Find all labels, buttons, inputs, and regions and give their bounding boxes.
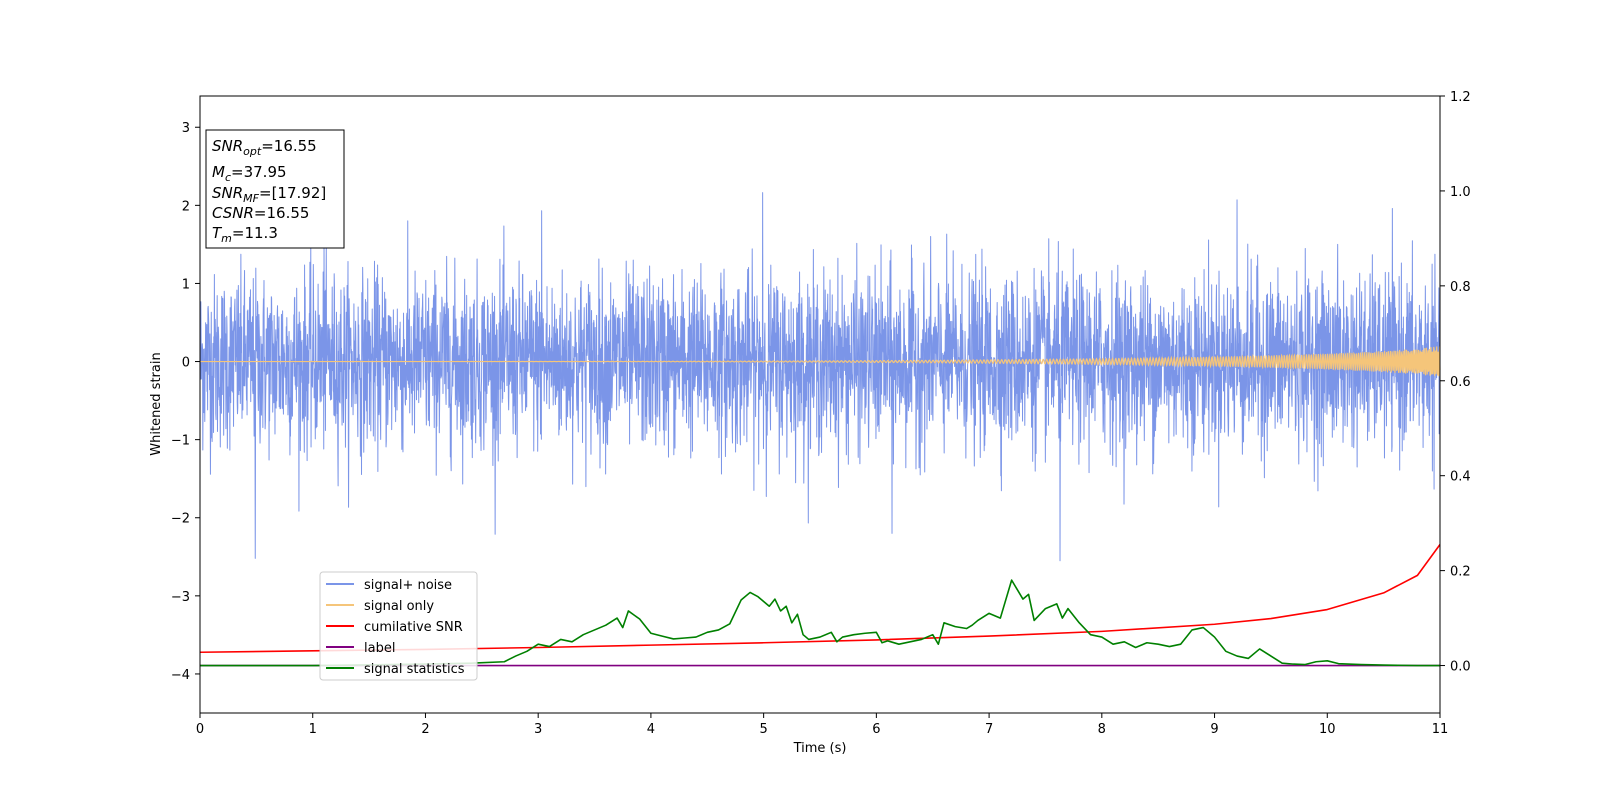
info-csnr: CSNR=16.55 <box>212 204 309 222</box>
y2-tick-label: 0.4 <box>1450 470 1471 485</box>
x-tick-label: 0 <box>196 722 204 737</box>
y2-tick-label: 0.6 <box>1450 375 1471 390</box>
legend-label-signal-statistics: signal statistics <box>364 662 465 677</box>
y2-tick-label: 0.0 <box>1450 660 1471 675</box>
x-axis-title: Time (s) <box>793 741 847 756</box>
x-axis: 0 1 2 3 4 5 6 7 8 9 10 11 <box>196 713 1448 737</box>
x-tick-label: 9 <box>1210 722 1218 737</box>
info-box-frame <box>205 129 345 249</box>
legend-label-signal-noise: signal+ noise <box>364 578 452 593</box>
y-tick-label: 1 <box>182 277 190 292</box>
y-axis-left: 3 2 1 0 −1 −2 −3 −4 <box>171 121 200 683</box>
y-tick-label: −2 <box>171 512 190 527</box>
y-tick-label: 0 <box>182 356 190 371</box>
y-tick-label: 3 <box>182 121 190 136</box>
y-axis-title: Whitened strain <box>149 352 164 455</box>
y2-tick-label: 0.8 <box>1450 280 1471 295</box>
y2-tick-label: 1.0 <box>1450 185 1471 200</box>
y-axis-right: 1.2 1.0 0.8 0.6 0.4 0.2 0.0 <box>1440 90 1471 675</box>
info-tm: Tm=11.3 <box>212 224 278 245</box>
info-box: SNRopt=16.55 Mc=37.95 SNRMF=[17.92] CSNR… <box>205 129 345 249</box>
x-tick-label: 6 <box>872 722 880 737</box>
y2-tick-label: 0.2 <box>1450 565 1471 580</box>
x-tick-label: 11 <box>1432 722 1449 737</box>
x-tick-label: 4 <box>647 722 655 737</box>
series-signal-statistics <box>200 579 1440 667</box>
series-signal-only <box>200 346 1441 377</box>
y2-tick-label: 1.2 <box>1450 90 1471 105</box>
legend: signal+ noise signal only cumilative SNR… <box>319 571 478 681</box>
y-tick-label: −4 <box>171 668 190 683</box>
x-tick-label: 5 <box>759 722 767 737</box>
info-snr-mf: SNRMF=[17.92] <box>212 184 326 205</box>
x-tick-label: 1 <box>309 722 317 737</box>
legend-label-signal-only: signal only <box>364 599 434 614</box>
x-tick-label: 8 <box>1098 722 1106 737</box>
legend-label-cumulative-snr: cumilative SNR <box>364 620 463 635</box>
legend-frame <box>319 571 478 681</box>
legend-label-label: label <box>364 641 395 656</box>
y-tick-label: −1 <box>171 434 190 449</box>
series-signal-noise <box>199 192 1441 562</box>
info-snr-opt: SNRopt=16.55 <box>212 137 317 158</box>
info-mc: Mc=37.95 <box>212 163 287 184</box>
x-tick-label: 7 <box>985 722 993 737</box>
plot-frame <box>199 95 1441 714</box>
x-tick-label: 2 <box>421 722 429 737</box>
x-tick-label: 10 <box>1319 722 1336 737</box>
y-tick-label: 2 <box>182 199 190 214</box>
y-tick-label: −3 <box>171 590 190 605</box>
x-tick-label: 3 <box>534 722 542 737</box>
